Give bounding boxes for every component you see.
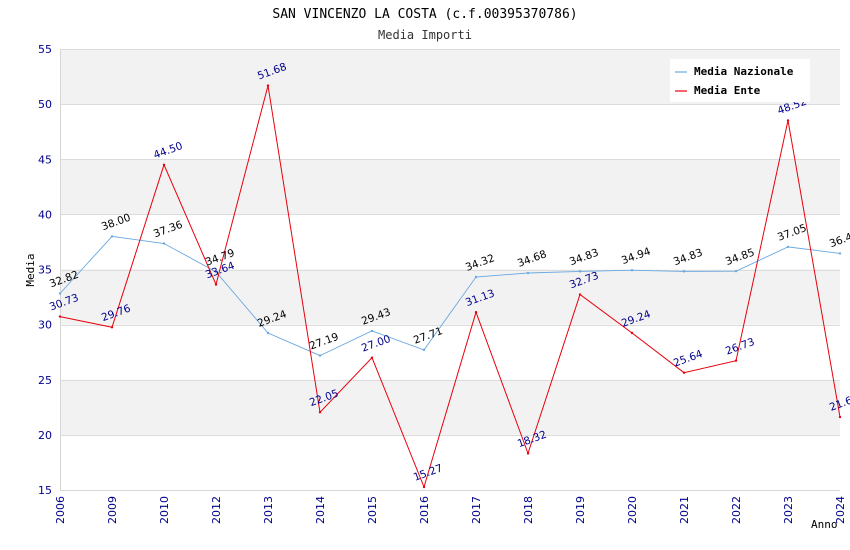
x-tick-label: 2012 [210,496,223,524]
data-point-media-nazionale [162,242,166,245]
x-tick-label: 2006 [54,496,67,524]
y-tick-label: 55 [38,43,52,56]
data-point-media-nazionale [370,329,374,333]
x-tick-label: 2019 [574,496,587,524]
data-label-media-nazionale: 34.68 [516,248,548,270]
x-tick-label: 2016 [418,496,431,524]
data-point-media-ente [58,315,62,318]
data-point-media-ente [526,452,530,455]
x-tick-label: 2023 [782,496,795,524]
data-point-media-ente [786,119,790,122]
data-label-media-ente: 25.64 [672,348,705,370]
x-tick-label: 2018 [522,496,535,524]
data-point-media-nazionale [318,354,322,357]
x-tick-label: 2010 [158,496,171,524]
data-point-media-ente [370,356,374,359]
data-point-media-ente [422,485,426,489]
data-point-media-nazionale [422,348,426,352]
data-point-media-ente [838,415,842,419]
y-axis-label: Media [24,253,37,286]
x-tick-label: 2014 [314,496,327,524]
data-point-media-nazionale [526,271,530,275]
y-tick-label: 40 [38,208,52,221]
data-point-media-nazionale [682,270,686,273]
data-label-media-nazionale: 34.85 [724,246,756,268]
series-line-media-nazionale [59,235,841,357]
y-tick-label: 25 [38,374,52,387]
y-tick-label: 50 [38,98,52,111]
y-tick-label: 20 [38,429,52,442]
y-tick-label: 30 [38,319,52,332]
y-tick-label: 35 [38,264,52,277]
data-point-media-ente [630,331,634,335]
data-point-media-ente [162,163,166,166]
legend-label-media-nazionale: Media Nazionale [694,65,794,78]
data-label-media-nazionale: 37.36 [152,219,185,241]
data-label-media-nazionale: 36.46 [828,229,850,251]
data-point-media-nazionale [214,270,218,274]
data-point-media-nazionale [838,252,842,255]
data-point-media-nazionale [474,275,478,279]
grid-band [60,379,840,435]
data-point-media-ente [474,310,478,314]
data-label-media-nazionale: 37.05 [776,222,808,244]
x-tick-label: 2024 [834,496,847,524]
data-label-media-ente: 27.00 [360,333,392,355]
data-label-media-nazionale: 27.19 [308,331,340,353]
x-tick-label: 2009 [106,496,119,524]
x-tick-label: 2013 [262,496,275,524]
data-point-media-ente [110,326,114,329]
data-point-media-ente [318,411,322,414]
legend-box [670,59,810,102]
data-label-media-nazionale: 34.83 [672,247,704,269]
data-point-media-ente [266,84,270,87]
chart-title: SAN VINCENZO LA COSTA (c.f.00395370786) [272,7,577,22]
x-axis-label: Anno [811,518,838,531]
data-point-media-ente [682,371,686,374]
data-point-media-nazionale [786,245,790,249]
x-tick-label: 2017 [470,496,483,524]
legend-label-media-ente: Media Ente [694,84,761,97]
x-tick-label: 2021 [678,496,691,524]
x-tick-label: 2022 [730,496,743,524]
series-line-media-ente [59,85,841,489]
series-layer [58,84,842,489]
data-point-media-ente [214,283,218,286]
x-tick-label: 2020 [626,496,639,524]
grid-bands [60,49,840,435]
data-label-media-ente: 15.27 [412,462,444,484]
y-tick-label: 45 [38,153,52,166]
data-point-media-nazionale [734,269,738,273]
data-point-media-nazionale [266,331,270,335]
x-tick-labels: 2006 2009 2010 2012 2013 2014 2015 2016 2017 2018… [54,496,847,524]
data-label-media-nazionale: 34.83 [568,247,600,269]
data-label-media-ente: 26.73 [724,336,756,358]
y-tick-label: 15 [38,484,52,497]
grid-band [60,159,840,215]
data-point-media-nazionale [110,235,114,238]
data-label-media-ente: 44.50 [152,140,184,162]
data-label-media-nazionale: 34.94 [620,245,653,267]
grid-band [60,269,840,325]
data-point-media-nazionale [630,268,634,272]
legend: Media Nazionale Media Ente [670,59,810,102]
data-point-media-ente [578,293,582,296]
data-point-media-nazionale [58,292,62,295]
chart-subtitle: Media Importi [378,28,472,42]
x-tick-label: 2015 [366,496,379,524]
data-point-media-ente [734,359,738,362]
data-point-media-nazionale [578,270,582,273]
y-tick-labels: 15 20 25 30 35 40 45 50 55 [38,43,52,497]
